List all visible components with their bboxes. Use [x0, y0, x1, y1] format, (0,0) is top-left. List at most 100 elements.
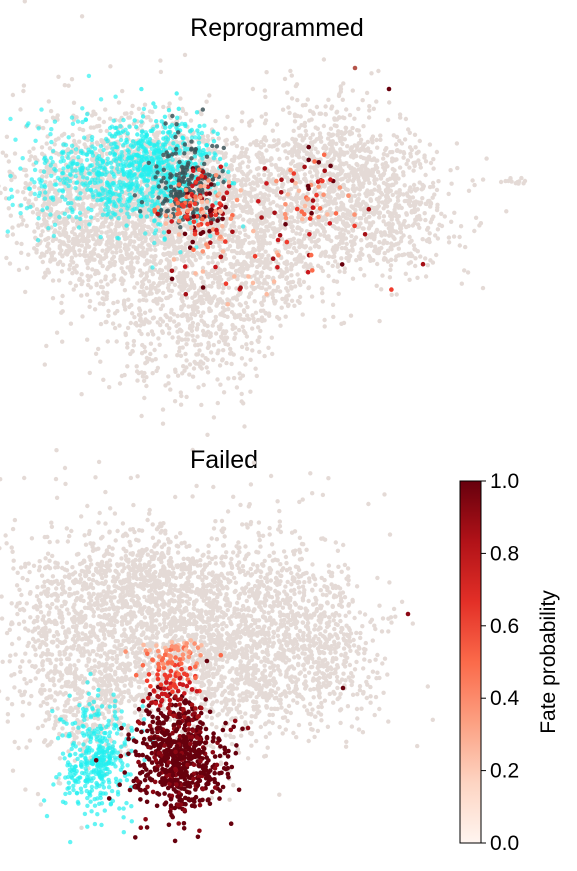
cell-point	[131, 338, 137, 344]
cell-point	[263, 111, 268, 117]
cell-point	[262, 353, 267, 359]
cell-point	[322, 317, 327, 323]
cell-point	[60, 309, 65, 314]
cell-point	[240, 145, 245, 151]
cell-point	[282, 226, 288, 231]
cell-point	[243, 300, 249, 306]
cell-point	[357, 148, 362, 154]
cell-point	[232, 135, 238, 140]
cell-point	[411, 168, 416, 173]
cell-point	[201, 382, 206, 388]
cell-point	[69, 77, 75, 82]
cell-point	[23, 185, 28, 191]
cell-point	[143, 361, 148, 366]
cell-point	[80, 230, 86, 236]
cell-point	[234, 297, 240, 302]
cell-point	[377, 240, 382, 245]
cell-point	[200, 353, 205, 358]
cell-point	[129, 110, 134, 116]
cell-point	[138, 273, 144, 278]
cell-point	[233, 331, 238, 336]
cell-point	[328, 126, 334, 131]
cell-point	[331, 172, 336, 177]
cell-point	[255, 183, 260, 188]
cell-point	[322, 143, 327, 148]
cell-point	[390, 192, 395, 198]
cell-point	[393, 180, 399, 185]
cell-point	[458, 224, 464, 229]
cell-point	[10, 225, 15, 230]
cell-point	[254, 373, 259, 379]
cell-point	[156, 288, 161, 293]
cell-point	[15, 189, 20, 194]
cell-point	[308, 165, 313, 170]
cell-point	[184, 332, 189, 337]
cell-point	[235, 259, 240, 264]
cell-point	[247, 123, 252, 128]
cell-point	[428, 258, 433, 263]
cell-point	[394, 148, 400, 153]
cell-point	[308, 151, 314, 156]
cell-point	[220, 358, 225, 363]
cell-point	[368, 197, 373, 202]
cell-point	[215, 400, 220, 406]
cell-point	[350, 205, 356, 210]
cell-point	[130, 103, 135, 109]
cell-point	[40, 259, 45, 265]
cell-point	[313, 222, 319, 227]
cell-point	[134, 232, 139, 238]
cell-point	[205, 345, 211, 351]
cell-point	[0, 150, 5, 155]
cell-point	[34, 250, 39, 255]
cell-point	[367, 192, 372, 197]
cell-point	[356, 106, 361, 112]
cell-point	[291, 236, 296, 241]
cell-point	[380, 273, 385, 278]
cell-point	[301, 279, 307, 285]
cell-point	[122, 288, 128, 293]
cell-point	[327, 254, 332, 259]
cell-point	[184, 394, 189, 400]
cell-point	[267, 241, 273, 246]
cell-point	[295, 272, 300, 277]
cell-point	[248, 181, 253, 187]
cell-point	[338, 177, 344, 182]
cell-point	[237, 230, 243, 235]
cell-point	[349, 145, 354, 150]
cell-point	[104, 128, 110, 134]
cell-point	[271, 138, 277, 143]
cell-point	[218, 382, 223, 387]
cell-point	[263, 310, 268, 316]
cell-point	[280, 296, 285, 302]
cell-point	[255, 264, 260, 270]
cell-point	[262, 88, 267, 93]
cell-point	[152, 257, 157, 262]
cell-point	[250, 313, 255, 318]
cell-point	[247, 317, 252, 322]
cell-point	[338, 86, 344, 92]
cell-point	[377, 318, 382, 324]
cell-point	[204, 365, 209, 370]
cell-point	[128, 238, 134, 244]
cell-point	[284, 275, 290, 280]
cell-point	[333, 259, 338, 264]
cell-point	[172, 282, 178, 287]
cell-point	[325, 260, 331, 266]
cell-point	[187, 372, 192, 377]
cell-point	[46, 201, 51, 206]
cell-point	[107, 175, 113, 181]
cell-point	[358, 221, 363, 226]
cell-point	[293, 284, 298, 289]
cell-point	[292, 218, 297, 224]
cell-point	[339, 256, 344, 261]
cell-point	[276, 138, 281, 143]
cell-point	[381, 214, 387, 219]
cell-point	[454, 141, 460, 146]
reprogrammed-panel: Reprogrammed	[0, 0, 528, 453]
cell-point	[428, 204, 433, 209]
cell-point	[148, 308, 153, 313]
cell-point	[103, 319, 108, 325]
cell-point	[383, 256, 388, 262]
cell-point	[423, 256, 428, 261]
cell-point	[200, 280, 206, 285]
